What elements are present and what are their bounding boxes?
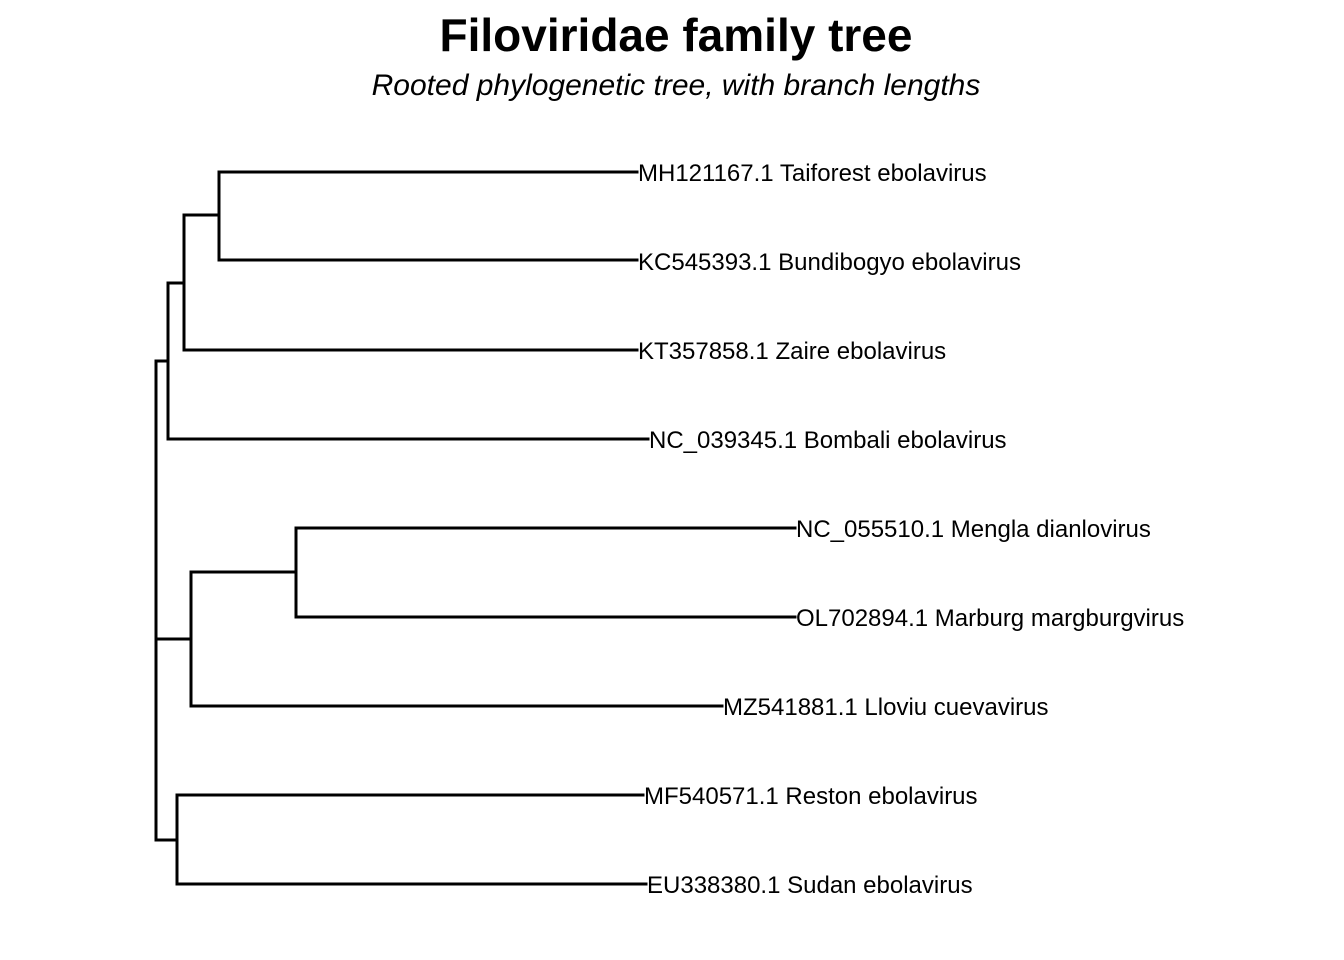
figure-title: Filoviridae family tree — [439, 9, 913, 61]
tip-label: MF540571.1 Reston ebolavirus — [644, 783, 978, 810]
tip-label: NC_039345.1 Bombali ebolavirus — [649, 427, 1007, 454]
tip-label: KT357858.1 Zaire ebolavirus — [638, 338, 946, 365]
tip-label: OL702894.1 Marburg margburgvirus — [796, 605, 1184, 632]
tip-label: KC545393.1 Bundibogyo ebolavirus — [638, 249, 1021, 276]
figure-subtitle: Rooted phylogenetic tree, with branch le… — [371, 69, 981, 102]
tip-label: MH121167.1 Taiforest ebolavirus — [638, 160, 987, 187]
tip-label: NC_055510.1 Mengla dianlovirus — [796, 516, 1151, 543]
tip-label: MZ541881.1 Lloviu cuevavirus — [723, 694, 1049, 721]
tip-label: EU338380.1 Sudan ebolavirus — [647, 872, 973, 899]
